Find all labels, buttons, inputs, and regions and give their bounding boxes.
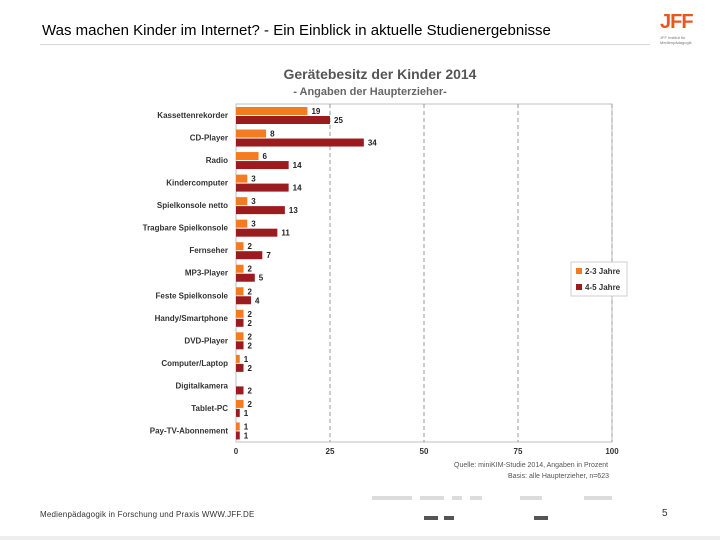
data-label: 2 (248, 319, 253, 328)
bar-age-2-3 (236, 332, 244, 341)
bar-age-2-3 (236, 129, 267, 138)
data-label: 2 (248, 386, 253, 395)
bar-age-2-3 (236, 197, 248, 206)
x-tick-label: 75 (514, 447, 523, 456)
bar-age-2-3 (236, 264, 244, 273)
data-label: 2 (248, 287, 253, 296)
bar-age-4-5 (236, 161, 289, 170)
data-label: 19 (311, 107, 320, 116)
bar-age-4-5 (236, 228, 278, 237)
bar-age-4-5 (236, 431, 240, 440)
category-label: CD-Player (190, 134, 228, 143)
category-label: Fernseher (189, 246, 228, 255)
data-label: 2 (248, 332, 253, 341)
category-label: Spielkonsole netto (157, 201, 228, 210)
bar-age-4-5 (236, 318, 244, 327)
bar-age-2-3 (236, 422, 240, 431)
x-tick-label: 50 (420, 447, 429, 456)
data-label: 25 (334, 116, 343, 125)
bar-age-4-5 (236, 116, 330, 124)
bar-age-4-5 (236, 386, 244, 395)
category-label: MP3-Player (185, 269, 228, 278)
footer-decoration (0, 496, 720, 540)
title-main: Was machen Kinder im Internet? (42, 22, 260, 39)
bar-age-2-3 (236, 107, 308, 115)
data-label: 34 (368, 139, 377, 148)
data-label: 1 (244, 355, 249, 364)
category-label: Pay-TV-Abonnement (150, 426, 229, 435)
bar-age-2-3 (236, 242, 244, 251)
legend-swatch (576, 284, 582, 290)
bar-age-4-5 (236, 296, 252, 305)
footer-text: Medienpädagogik in Forschung und Praxis … (40, 510, 255, 519)
data-label: 2 (248, 310, 253, 319)
data-label: 14 (293, 161, 302, 170)
data-label: 3 (251, 197, 256, 206)
legend-swatch (576, 268, 582, 274)
bar-age-4-5 (236, 341, 244, 350)
category-label: Computer/Laptop (161, 359, 228, 368)
data-label: 5 (259, 274, 264, 283)
bar-age-4-5 (236, 251, 263, 260)
category-label: Kassettenrekorder (157, 111, 228, 120)
bar-age-2-3 (236, 287, 244, 296)
x-tick-label: 25 (326, 447, 335, 456)
page-number: 5 (662, 508, 668, 519)
chart-title: Gerätebesitz der Kinder 2014 (284, 66, 477, 82)
jff-logo: JFF JFF Institut für Medienpädagogik (660, 12, 700, 45)
bar-age-2-3 (236, 152, 259, 161)
legend-label: 2-3 Jahre (585, 267, 621, 276)
bar-age-4-5 (236, 273, 255, 282)
data-label: 1 (244, 422, 249, 431)
data-label: 2 (248, 242, 253, 251)
data-label: 1 (244, 409, 249, 418)
category-label: Kindercomputer (166, 179, 228, 188)
bar-age-4-5 (236, 408, 240, 417)
source-note: Quelle: miniKIM-Studie 2014, Angaben in … (454, 462, 608, 469)
page-title: Was machen Kinder im Internet? - Ein Ein… (42, 22, 551, 39)
data-label: 14 (293, 184, 302, 193)
data-label: 6 (263, 152, 268, 161)
data-label: 1 (244, 431, 249, 440)
header-divider (40, 44, 650, 45)
data-label: 3 (251, 175, 256, 184)
category-label: DVD-Player (184, 336, 228, 345)
chart-subtitle: - Angaben der Haupterzieher- (293, 86, 447, 98)
category-label: Radio (206, 156, 228, 165)
bar-age-2-3 (236, 354, 240, 363)
data-label: 2 (248, 364, 253, 373)
title-rest: - Ein Einblick in aktuelle Studienergebn… (259, 22, 551, 39)
category-label: Tragbare Spielkonsole (143, 224, 229, 233)
category-label: Handy/Smartphone (155, 314, 229, 323)
source-base: Basis: alle Haupterzieher, n=623 (508, 473, 609, 480)
bar-age-4-5 (236, 363, 244, 372)
data-label: 2 (248, 265, 253, 274)
legend-box (570, 261, 628, 297)
data-label: 4 (255, 296, 260, 305)
category-label: Tablet-PC (191, 404, 228, 413)
data-label: 11 (281, 229, 290, 238)
x-tick-label: 0 (234, 447, 239, 456)
bar-age-2-3 (236, 309, 244, 318)
bar-age-2-3 (236, 399, 244, 408)
bar-age-4-5 (236, 206, 285, 215)
category-label: Feste Spielkonsole (156, 291, 229, 300)
bar-age-4-5 (236, 183, 289, 192)
logo-mark: JFF (660, 11, 694, 33)
legend-label: 4-5 Jahre (585, 283, 621, 292)
x-tick-label: 100 (605, 447, 619, 456)
data-label: 2 (248, 400, 253, 409)
data-label: 7 (266, 251, 271, 260)
data-label: 8 (270, 130, 275, 139)
logo-subline: JFF Institut für Medienpädagogik (660, 35, 692, 45)
bar-age-2-3 (236, 219, 248, 228)
bar-age-2-3 (236, 174, 248, 183)
data-label: 13 (289, 206, 298, 215)
data-label: 3 (251, 220, 256, 229)
bar-age-4-5 (236, 138, 364, 147)
data-label: 2 (248, 341, 253, 350)
category-label: Digitalkamera (176, 381, 229, 390)
